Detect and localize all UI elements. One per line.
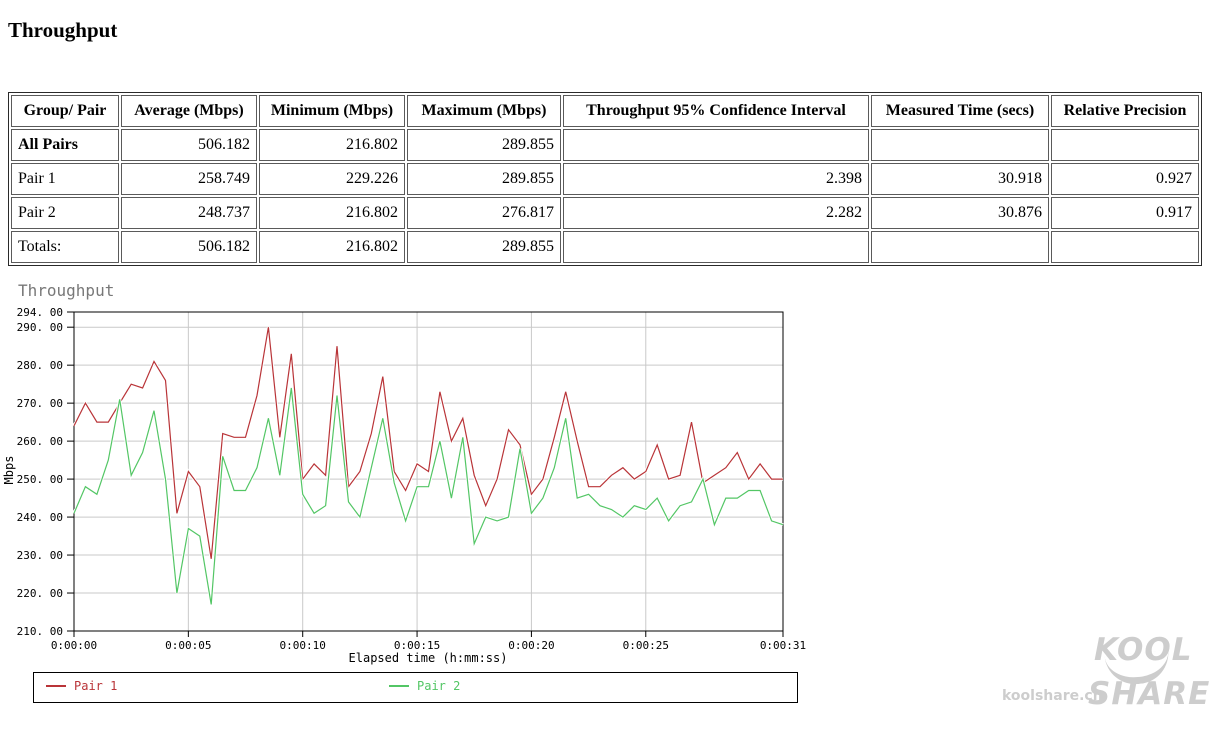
table-row: Totals: 506.182 216.802 289.855	[11, 231, 1199, 263]
y-tick-label: 290. 00	[17, 321, 63, 334]
watermark-logo-share: SHARE	[1088, 676, 1210, 712]
y-tick-label: 294. 00	[17, 306, 63, 319]
column-header: Measured Time (secs)	[871, 95, 1049, 127]
column-header: Maximum (Mbps)	[407, 95, 561, 127]
x-tick-label: 0:00:31	[760, 639, 806, 652]
legend-label: Pair 1	[74, 679, 118, 693]
value-cell: 289.855	[407, 163, 561, 195]
column-header: Throughput 95% Confidence Interval	[563, 95, 869, 127]
y-tick-label: 220. 00	[17, 587, 63, 600]
group-pair-cell: All Pairs	[11, 129, 119, 161]
value-cell: 30.876	[871, 197, 1049, 229]
value-cell: 2.398	[563, 163, 869, 195]
legend-line-swatch	[46, 685, 66, 687]
watermark-url: koolshare.cn	[1002, 688, 1103, 704]
value-cell	[1051, 129, 1199, 161]
y-tick-label: 210. 00	[17, 625, 63, 638]
y-tick-label: 280. 00	[17, 359, 63, 372]
value-cell: 506.182	[121, 129, 257, 161]
value-cell: 216.802	[259, 197, 405, 229]
column-header: Relative Precision	[1051, 95, 1199, 127]
table-header-row: Group/ Pair Average (Mbps) Minimum (Mbps) M…	[11, 95, 1199, 127]
column-header: Group/ Pair	[11, 95, 119, 127]
x-tick-label: 0:00:00	[51, 639, 97, 652]
y-tick-label: 250. 00	[17, 473, 63, 486]
value-cell	[871, 231, 1049, 263]
value-cell: 2.282	[563, 197, 869, 229]
watermark: KOOL SHARE koolshare.cn	[1002, 627, 1209, 722]
column-header: Average (Mbps)	[121, 95, 257, 127]
legend-label: Pair 2	[417, 679, 461, 693]
x-axis-label: Elapsed time (h:mm:ss)	[348, 651, 508, 665]
y-tick-label: 270. 00	[17, 397, 63, 410]
chart-plot-area: 294. 00 290. 00 280. 00 270. 00 260. 00 250. …	[17, 306, 807, 652]
value-cell	[563, 129, 869, 161]
legend-entry: Pair 2	[389, 679, 460, 693]
value-cell	[1051, 231, 1199, 263]
y-tick-label: 260. 00	[17, 435, 63, 448]
page-title: Throughput	[8, 18, 118, 42]
x-tick-label: 0:00:10	[280, 639, 326, 652]
value-cell: 248.737	[121, 197, 257, 229]
value-cell: 506.182	[121, 231, 257, 263]
table-row: Pair 1 258.749 229.226 289.855 2.398 30.918 0.…	[11, 163, 1199, 195]
y-tick-label: 230. 00	[17, 549, 63, 562]
x-tick-label: 0:00:25	[623, 639, 669, 652]
y-tick-label: 240. 00	[17, 511, 63, 524]
value-cell: 216.802	[259, 231, 405, 263]
column-header: Minimum (Mbps)	[259, 95, 405, 127]
value-cell: 0.927	[1051, 163, 1199, 195]
table-row: Pair 2 248.737 216.802 276.817 2.282 30.876 0.…	[11, 197, 1199, 229]
legend-entry: Pair 1	[46, 679, 117, 693]
throughput-chart: Throughput Mbps 294. 00 290. 00 280. 00 270…	[0, 275, 820, 675]
value-cell: 289.855	[407, 231, 561, 263]
value-cell: 216.802	[259, 129, 405, 161]
legend-line-swatch	[389, 685, 409, 687]
value-cell: 276.817	[407, 197, 561, 229]
x-tick-label: 0:00:15	[394, 639, 440, 652]
value-cell	[563, 231, 869, 263]
table-row: All Pairs 506.182 216.802 289.855	[11, 129, 1199, 161]
value-cell: 258.749	[121, 163, 257, 195]
series-line-pair-2	[73, 387, 784, 605]
throughput-results-table: Group/ Pair Average (Mbps) Minimum (Mbps) M…	[8, 92, 1202, 266]
group-pair-cell: Totals:	[11, 231, 119, 263]
x-tick-label: 0:00:05	[165, 639, 211, 652]
value-cell: 30.918	[871, 163, 1049, 195]
chart-legend: Pair 1 Pair 2	[33, 672, 798, 703]
watermark-logo-kool: KOOL	[1094, 632, 1193, 668]
value-cell	[871, 129, 1049, 161]
x-tick-label: 0:00:20	[508, 639, 554, 652]
series-line-pair-1	[73, 327, 783, 559]
value-cell: 0.917	[1051, 197, 1199, 229]
value-cell: 229.226	[259, 163, 405, 195]
value-cell: 289.855	[407, 129, 561, 161]
group-pair-cell: Pair 2	[11, 197, 119, 229]
group-pair-cell: Pair 1	[11, 163, 119, 195]
chart-title: Throughput	[18, 281, 115, 300]
